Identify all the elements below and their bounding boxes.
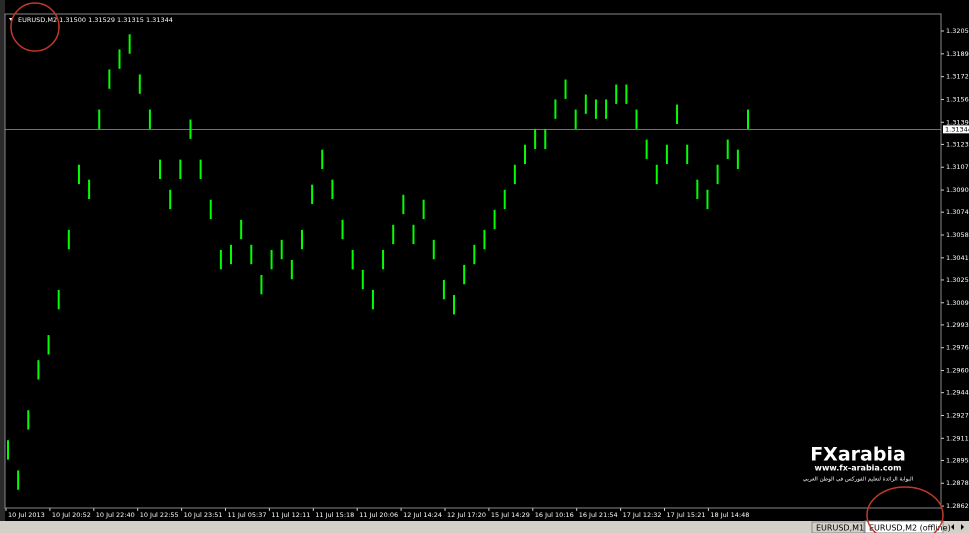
price-label-box [943, 125, 969, 134]
y-tick-label: 1.31395 [946, 118, 969, 126]
y-tick-label: 1.30090 [946, 299, 969, 307]
y-tick-label: 1.29440 [946, 389, 969, 397]
tab-label[interactable]: EURUSD,M1 [816, 524, 864, 533]
watermark-url: www.fx-arabia.com [815, 464, 902, 473]
left-strip [0, 0, 5, 521]
y-tick-label: 1.28785 [946, 479, 969, 487]
annotation-circle [866, 486, 944, 533]
price-label: 1.31344 [945, 125, 969, 133]
x-tick-label: 18 Jul 14:48 [710, 511, 749, 519]
x-tick-label: 15 Jul 14:29 [491, 511, 530, 519]
y-tick-label: 1.30745 [946, 208, 969, 216]
chart-header: EURUSD,M2 1.31500 1.31529 1.31315 1.3134… [18, 16, 173, 24]
y-tick-label: 1.30255 [946, 276, 969, 284]
tab-bar [0, 521, 969, 533]
x-tick-label: 10 Jul 22:55 [140, 511, 179, 519]
y-tick-label: 1.30905 [946, 186, 969, 194]
y-tick-label: 1.30580 [946, 231, 969, 239]
y-tick-label: 1.28950 [946, 456, 969, 464]
y-tick-label: 1.3189 [946, 50, 969, 58]
plot-frame [4, 13, 942, 509]
y-tick-label: 1.3107 [946, 163, 969, 171]
x-tick-label: 10 Jul 23:51 [184, 511, 223, 519]
tab-label[interactable]: EURUSD,M2 (offline) [869, 524, 951, 533]
y-tick-label: 1.29930 [946, 321, 969, 329]
watermark: FXarabia www.fx-arabia.com البوابة الرائ… [803, 444, 914, 483]
y-tick-label: 1.31725 [946, 73, 969, 81]
x-tick-label: 10 Jul 22:40 [96, 511, 135, 519]
x-tick-label: 17 Jul 15:21 [667, 511, 706, 519]
x-tick-label: 10 Jul 2013 [8, 511, 45, 519]
y-tick-label: 1.29600 [946, 367, 969, 375]
x-tick-label: 12 Jul 17:20 [447, 511, 486, 519]
y-tick-label: 1.28620 [946, 502, 969, 510]
x-tick-label: 17 Jul 12:32 [623, 511, 662, 519]
x-tick-label: 16 Jul 21:54 [579, 511, 618, 519]
y-tick-label: 1.29275 [946, 411, 969, 419]
x-tick-label: 12 Jul 14:24 [403, 511, 442, 519]
y-tick-label: 1.30415 [946, 254, 969, 262]
y-tick-label: 1.31235 [946, 140, 969, 148]
x-tick-label: 11 Jul 05:37 [228, 511, 267, 519]
scroll-right[interactable] [961, 524, 964, 530]
x-tick-label: 11 Jul 15:18 [315, 511, 354, 519]
y-tick-label: 1.29765 [946, 344, 969, 352]
x-tick-label: 11 Jul 12:11 [271, 511, 310, 519]
tab[interactable] [811, 521, 865, 533]
y-tick-label: 1.32055 [946, 27, 969, 35]
watermark-tagline: البوابة الرائدة لتعليم الفوركس في الوطن … [803, 476, 914, 483]
x-tick-label: 10 Jul 20:52 [52, 511, 91, 519]
scroll-left[interactable] [951, 524, 954, 530]
y-tick-label: 1.31560 [946, 95, 969, 103]
marks: 1.32055 1.3189 1.31725 1.31560 1.31395 1.3123… [5, 27, 969, 519]
x-tick-label: 16 Jul 10:16 [535, 511, 574, 519]
tab-active[interactable] [864, 520, 944, 533]
watermark-brand: FXarabia [810, 444, 906, 466]
annotation-circle [10, 2, 60, 52]
x-tick-label: 11 Jul 20:06 [359, 511, 398, 519]
y-tick-label: 1.29110 [946, 434, 969, 442]
